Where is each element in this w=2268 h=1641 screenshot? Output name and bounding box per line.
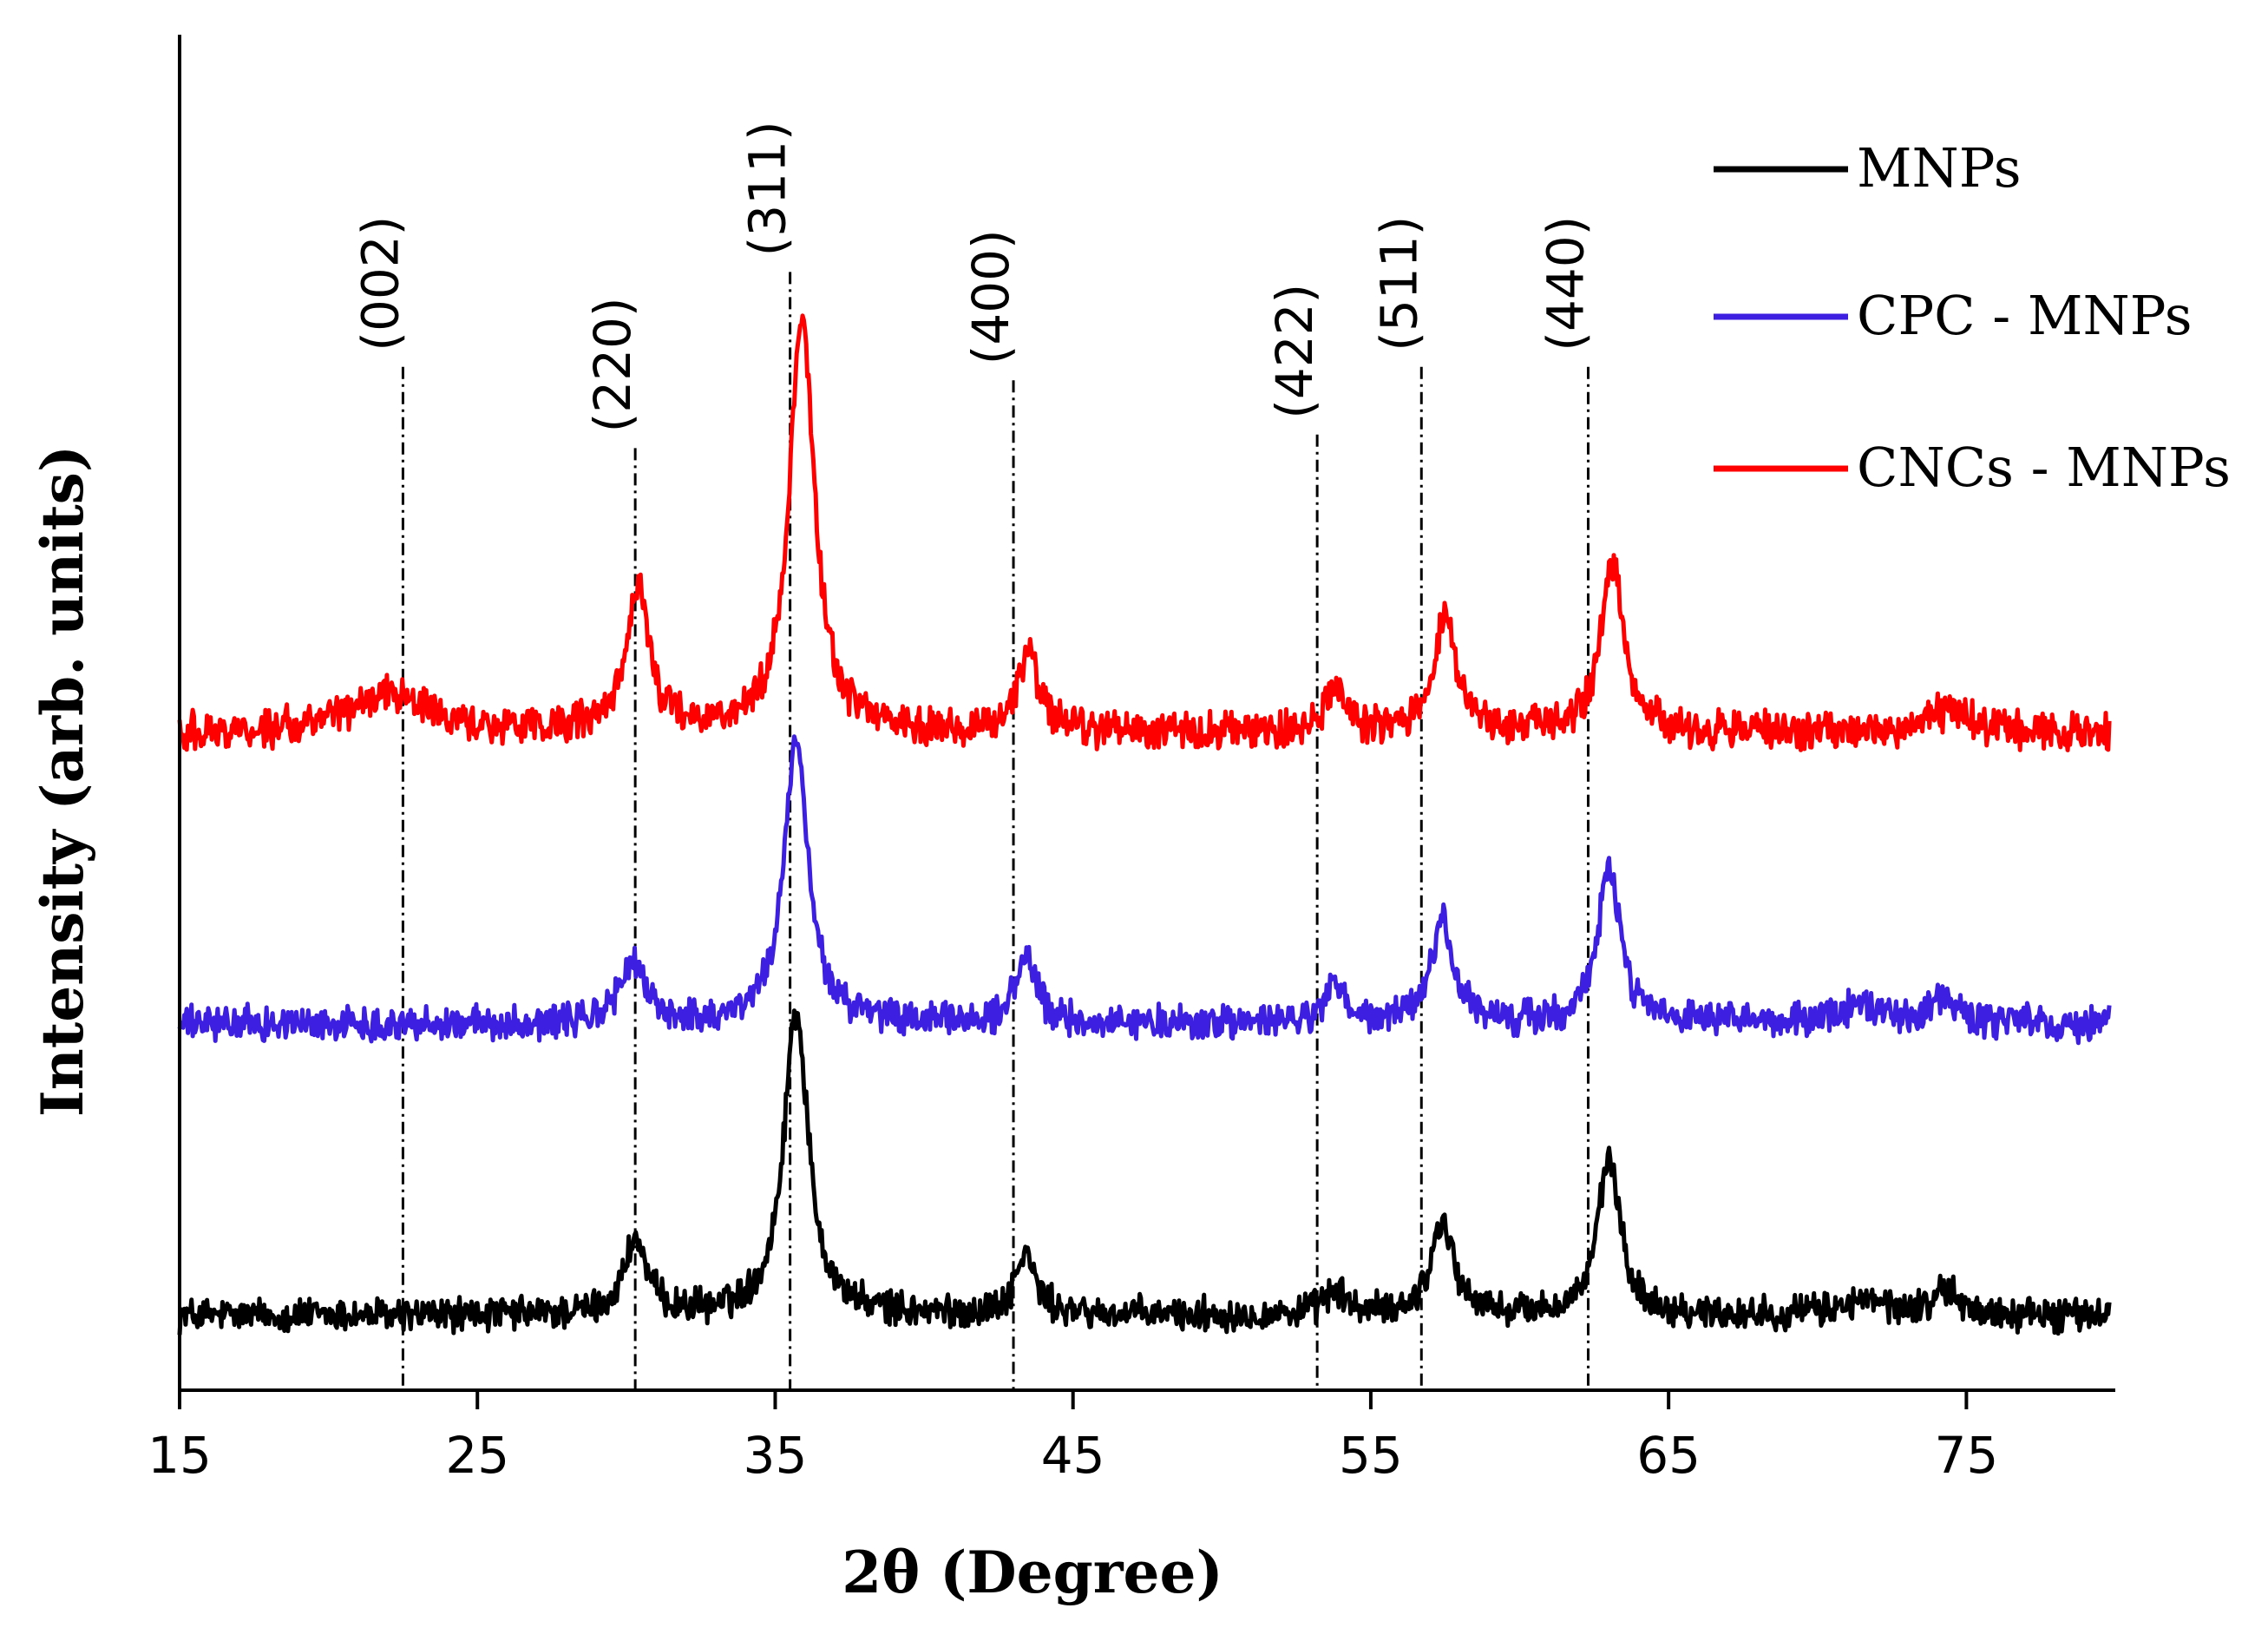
series-group — [177, 313, 2112, 1336]
x-axis-title: 2θ (Degree) — [842, 1539, 1223, 1606]
hkl-label-311: (311) — [738, 121, 797, 256]
x-tick-label-35: 35 — [744, 1426, 808, 1485]
legend-label-2: CNCs - MNPs — [1857, 436, 2231, 499]
x-ticks: 15 25 35 45 55 65 75 — [147, 1390, 1998, 1485]
hkl-label-422: (422) — [1265, 284, 1324, 419]
hkl-labels: (002) (220) (311) (400) (422) (511) (440) — [351, 121, 1595, 432]
legend-label-1: CPC - MNPs — [1857, 284, 2193, 347]
hkl-label-400: (400) — [961, 229, 1020, 364]
legend: MNPs CPC - MNPs CNCs - MNPs — [1714, 136, 2231, 499]
series-line-mnps — [177, 1008, 2112, 1336]
hkl-label-440: (440) — [1536, 216, 1595, 351]
reference-lines — [401, 272, 1590, 1390]
x-tick-label-75: 75 — [1934, 1426, 1998, 1485]
hkl-label-511: (511) — [1369, 216, 1428, 351]
hkl-label-220: (220) — [583, 297, 642, 432]
legend-label-0: MNPs — [1857, 136, 2022, 200]
series-line-cpc-mnps — [177, 734, 2112, 1046]
x-tick-label-25: 25 — [445, 1426, 509, 1485]
y-axis-title: Intensity (arb. units) — [29, 445, 96, 1117]
x-tick-label-65: 65 — [1636, 1426, 1701, 1485]
x-tick-label-45: 45 — [1041, 1426, 1105, 1485]
x-tick-label-55: 55 — [1339, 1426, 1403, 1485]
axes — [178, 35, 2115, 1392]
series-line-cncs-mnps — [177, 313, 2112, 752]
hkl-label-002: (002) — [351, 216, 410, 351]
x-tick-label-15: 15 — [147, 1426, 212, 1485]
